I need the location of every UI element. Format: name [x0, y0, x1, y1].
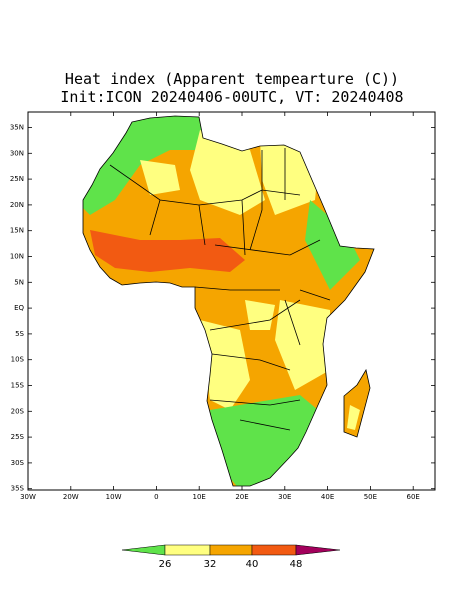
lat-label: 30N — [10, 149, 24, 157]
lat-label: 25S — [11, 433, 25, 441]
country-borders — [109, 148, 331, 431]
lat-label: 20N — [10, 201, 24, 209]
lon-label: 10W — [106, 493, 122, 501]
lat-label: 15N — [10, 227, 24, 235]
lon-label: 10E — [193, 493, 206, 501]
lat-label: 20S — [11, 407, 25, 415]
subtitle: Init:ICON 20240406-00UTC, VT: 20240408 — [60, 88, 403, 106]
lon-label: 30W — [20, 493, 36, 501]
lon-label: 20E — [235, 493, 248, 501]
map-area — [27, 111, 436, 491]
colorbar-swatch — [209, 544, 253, 556]
madagascar-yellow — [347, 405, 360, 430]
lon-label: 50E — [364, 493, 377, 501]
lat-label: 10S — [11, 356, 25, 364]
colorbar-swatch — [251, 544, 297, 556]
lat-label: 30S — [11, 459, 25, 467]
lat-label: 5N — [14, 278, 24, 286]
colorbar-swatch — [164, 544, 211, 556]
lon-label: 0 — [154, 493, 158, 501]
lat-label: EQ — [14, 304, 24, 312]
lat-label: 35S — [11, 485, 25, 493]
lon-axis: 30W 20W 10W 0 10E 20E 30E 40E 50E 60E — [20, 112, 420, 501]
lon-label: 60E — [407, 493, 420, 501]
lat-label: 25N — [10, 175, 24, 183]
colorbar-label: 40 — [246, 559, 259, 570]
lon-label: 30E — [278, 493, 291, 501]
colorbar-label: 26 — [159, 559, 172, 570]
lat-label: 35N — [10, 124, 24, 132]
colorbar: 26 32 40 48 — [121, 544, 341, 570]
lon-label: 20W — [63, 493, 79, 501]
title: Heat index (Apparent tempearture (C)) — [65, 70, 399, 88]
lon-label: 40E — [321, 493, 334, 501]
lat-label: 15S — [11, 382, 25, 390]
map-frame — [27, 111, 436, 491]
lat-label: 10N — [10, 253, 24, 261]
colorbar-swatch — [121, 544, 166, 556]
colorbar-label: 32 — [204, 559, 217, 570]
colorbar-label: 48 — [290, 559, 303, 570]
lat-label: 5S — [15, 330, 24, 338]
colorbar-swatch — [295, 544, 341, 556]
lat-axis: 35N 30N 25N 20N 15N 10N 5N EQ 5S 10S 15S 20S 25S 30S 3… — [10, 124, 435, 493]
